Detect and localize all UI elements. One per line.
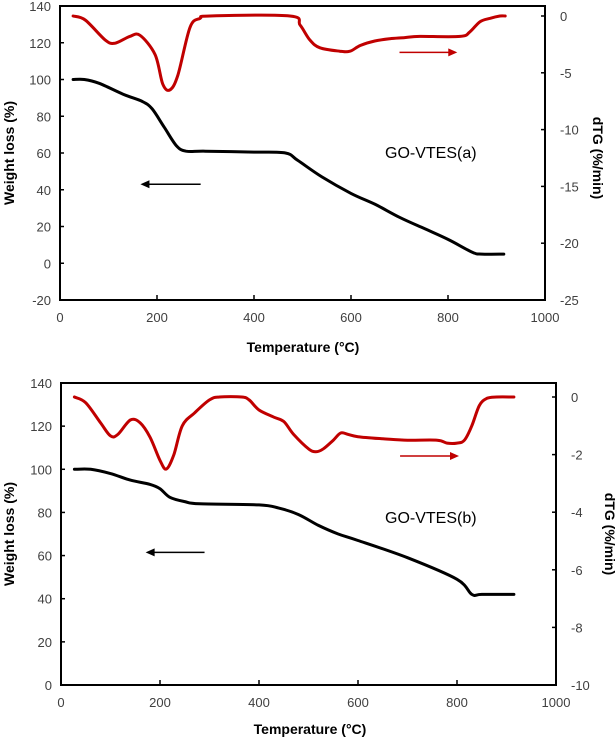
y-tick-label: 20 [37,220,51,235]
x-tick-label: 800 [437,310,459,325]
dtg-series-line [71,13,507,92]
plot-lines [72,395,516,597]
y-tick-label: 100 [29,73,51,88]
y2-tick-label: -8 [571,620,583,635]
x-axis-ticks: 0 200 400 600 800 1000 [57,680,570,710]
y2-tick-label: 0 [571,390,578,405]
y2-tick-label: -10 [560,123,579,138]
x-tick-label: 600 [347,695,369,710]
left-arrow-icon [145,548,205,557]
sample-annotation: GO-VTES(a) [385,145,477,162]
dtg-series-line [72,395,516,471]
sample-annotation: GO-VTES(b) [385,510,477,527]
weight-loss-series-line [71,77,506,256]
y2-axis-title: dTG (%/min) [602,493,616,575]
y-axis-ticks: -20 0 20 40 60 80 100 120 140 [29,0,64,308]
y2-tick-label: -2 [571,448,583,463]
y-tick-label: 60 [38,549,52,564]
y2-axis-ticks: -10 -8 -6 -4 -2 0 [552,390,590,693]
plot-arrows [140,48,458,189]
y-tick-label: 0 [45,678,52,693]
weight-loss-series-line [72,467,516,597]
y-tick-label: 60 [37,146,51,161]
y2-tick-label: 0 [560,9,567,24]
right-arrow-icon [400,452,459,461]
x-tick-label: 800 [446,695,468,710]
y2-tick-label: -6 [571,563,583,578]
x-tick-label: 200 [149,695,171,710]
plot-frame [60,382,557,686]
y-tick-label: 120 [30,419,52,434]
y-tick-label: 140 [29,0,51,14]
x-tick-label: 400 [248,695,270,710]
y-tick-label: 40 [37,183,51,198]
y2-tick-label: -15 [560,179,579,194]
x-tick-label: 600 [340,310,362,325]
x-axis-title: Temperature (°C) [247,339,360,355]
y-tick-label: 140 [30,376,52,391]
y2-axis-ticks: -25 -20 -15 -10 -5 0 [541,9,579,308]
x-axis-ticks: 0 200 400 600 800 1000 [56,295,559,325]
y2-tick-label: -20 [560,236,579,251]
y-tick-label: 100 [30,462,52,477]
y2-axis-title: dTG (%/min) [590,117,606,199]
y-tick-label: 40 [38,592,52,607]
plot-lines [71,13,507,256]
left-arrow-icon [140,180,201,189]
chart-panel-a: 0 200 400 600 800 1000 -20020406080100120140 … [1,0,606,355]
x-tick-label: 0 [57,695,64,710]
y-axis-title: Weight loss (%) [1,482,17,586]
right-arrow-icon [399,48,458,57]
y-axis-ticks: 0 20 40 60 80 100 120 140 [30,376,65,693]
x-tick-label: 1000 [531,310,560,325]
y2-tick-label: -5 [560,66,572,81]
y2-tick-label: -4 [571,505,583,520]
y-tick-label: 120 [29,36,51,51]
y-tick-label: 80 [38,505,52,520]
plot-arrows [145,452,459,557]
chart-panel-b: 0 200 400 600 800 1000 0 20 40 60 80 100 120 140 -10… [1,376,616,737]
y-tick-label: 20 [38,635,52,650]
x-tick-label: 0 [56,310,63,325]
y-axis-title: Weight loss (%) [1,101,17,205]
x-axis-title: Temperature (°C) [254,721,367,737]
y-tick-label: 80 [37,109,51,124]
y-tick-label: -20 [32,293,51,308]
x-tick-label: 400 [243,310,265,325]
x-tick-label: 1000 [542,695,571,710]
y2-tick-label: -25 [560,293,579,308]
y-tick-label: 0 [44,256,51,271]
x-tick-label: 200 [146,310,168,325]
y2-tick-label: -10 [571,678,590,693]
